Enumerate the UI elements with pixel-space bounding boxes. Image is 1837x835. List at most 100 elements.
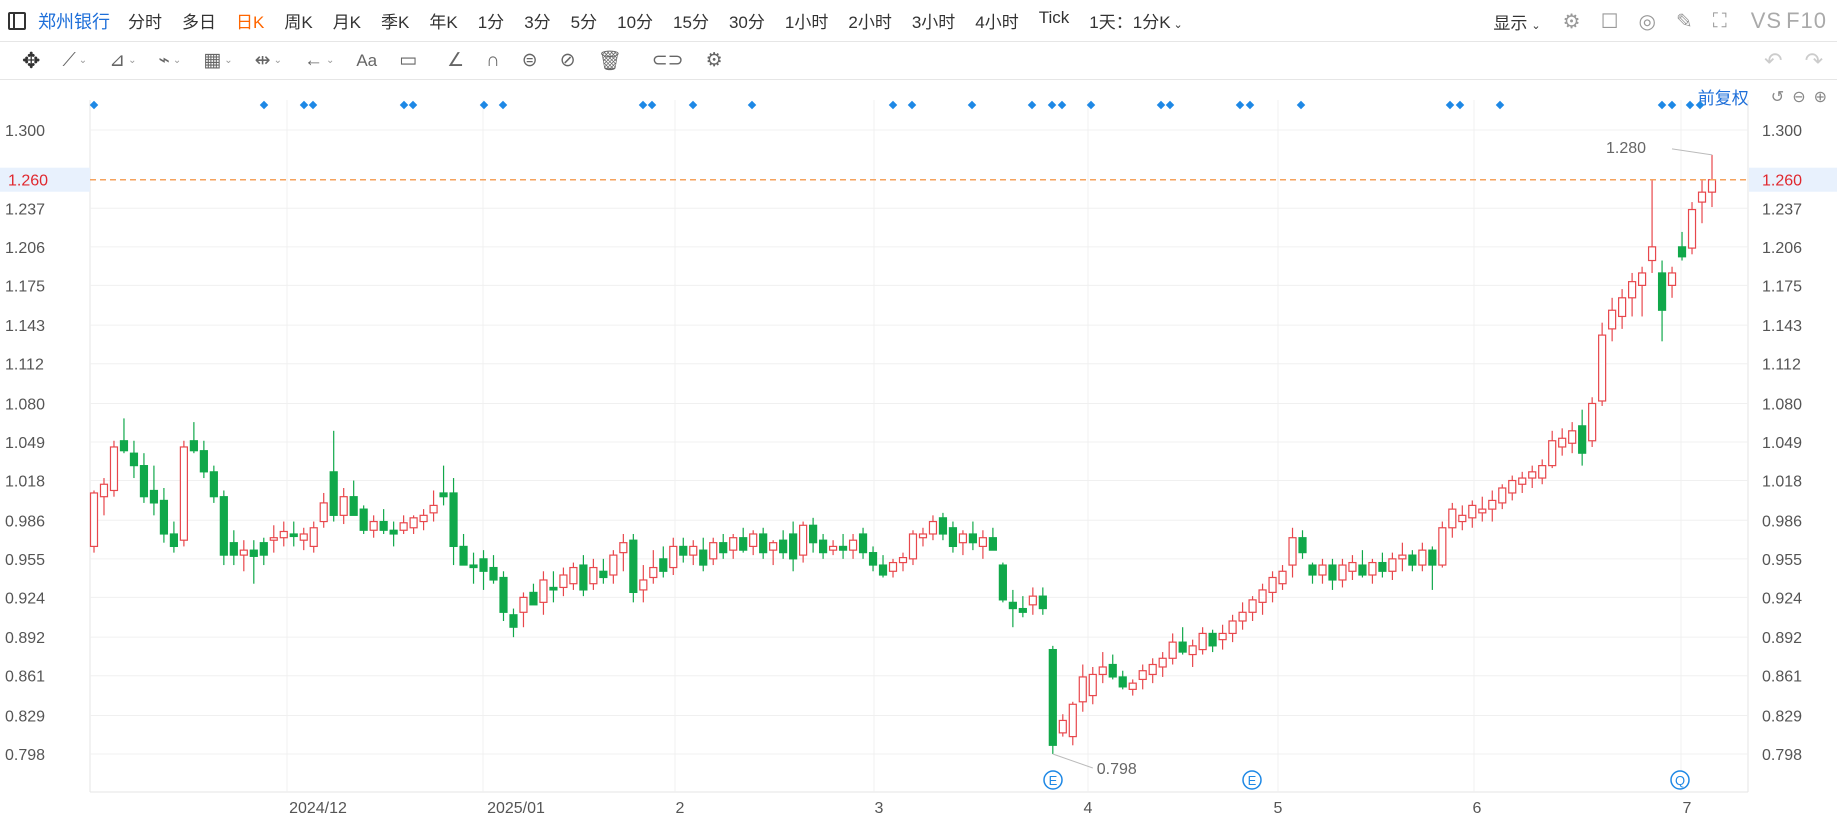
candle-body	[908, 533, 918, 560]
candle-body	[509, 614, 518, 628]
candle-body	[1458, 514, 1467, 523]
period-tab[interactable]: 10分	[617, 13, 654, 32]
candle-body	[229, 542, 238, 556]
period-tab[interactable]: 日K	[236, 13, 265, 32]
move-icon[interactable]: ✥	[22, 47, 41, 73]
text-icon[interactable]: Aa	[356, 50, 378, 70]
candle-body	[559, 574, 568, 589]
candle-body	[1468, 504, 1477, 519]
adjust-mode[interactable]: 前复权	[1697, 89, 1749, 108]
stock-symbol[interactable]: 郑州银行	[38, 11, 110, 32]
period-tab[interactable]: 5分	[570, 13, 598, 32]
candle-body	[1328, 564, 1337, 581]
camera-icon[interactable]: ◎	[1638, 10, 1656, 33]
reset-icon[interactable]: ↺	[1770, 88, 1785, 106]
f10-button[interactable]: F10	[1786, 8, 1827, 33]
event-diamond-marker	[1235, 100, 1245, 110]
period-tab[interactable]: 月K	[332, 13, 362, 32]
angle-icon[interactable]: ∠	[447, 50, 465, 71]
candle-body	[639, 579, 648, 591]
candle-body	[1118, 676, 1127, 688]
layout-icon[interactable]: ☐	[1600, 10, 1619, 33]
period-tab[interactable]: 1天：1分K ⌄	[1089, 13, 1183, 32]
gear-icon[interactable]: ⚙	[1562, 10, 1581, 33]
candle-body	[409, 517, 418, 529]
candle-body	[329, 471, 338, 516]
candle-body	[1368, 561, 1377, 576]
candle-body	[1398, 554, 1407, 560]
trash-icon[interactable]: 🗑	[597, 50, 622, 72]
period-tab[interactable]: 1分	[477, 13, 505, 32]
zoom-in-icon[interactable]: ⊕	[1813, 88, 1827, 106]
sidebar-toggle-icon[interactable]	[8, 11, 26, 30]
candle-body	[699, 549, 708, 566]
candle-body	[818, 539, 828, 554]
magnet-icon[interactable]: ∩	[486, 49, 500, 71]
candle-body	[1608, 309, 1617, 330]
pencil-icon[interactable]: ✎	[1675, 10, 1693, 33]
candle-body	[1428, 549, 1437, 566]
y-tick-label-left: 0.829	[5, 708, 45, 725]
candle-body	[1627, 281, 1637, 299]
period-tab[interactable]: Tick	[1038, 8, 1070, 27]
display-dropdown[interactable]: 显示 ⌄	[1493, 13, 1541, 33]
candle-body	[1168, 641, 1177, 659]
settings-icon[interactable]: ⚙	[705, 50, 723, 71]
link-icon[interactable]: ⊂⊃	[651, 50, 684, 71]
candle-body	[289, 533, 298, 538]
lock-drawing-icon[interactable]: ⊜	[521, 50, 538, 71]
measure-icon[interactable]: ⇹ ⌄	[254, 50, 282, 71]
candle-body	[1038, 595, 1047, 610]
wave-icon[interactable]: ⌁ ⌄	[158, 50, 182, 71]
candle-body	[1478, 508, 1487, 514]
candle-body	[539, 579, 548, 603]
event-diamond-marker	[907, 100, 917, 110]
candle-body	[259, 542, 268, 556]
candle-body	[1598, 334, 1607, 402]
redo-icon[interactable]: ↷	[1804, 48, 1823, 73]
period-tab[interactable]: 3小时	[911, 13, 956, 32]
channel-icon[interactable]: ⊿ ⌄	[109, 50, 137, 71]
period-tab[interactable]: 多日	[182, 13, 216, 32]
event-diamond-marker	[1165, 100, 1175, 110]
chevron-down-icon: ⌄	[1173, 19, 1183, 31]
candle-body	[249, 549, 258, 557]
period-tab[interactable]: 季K	[381, 13, 410, 32]
vs-button[interactable]: VS	[1750, 8, 1783, 33]
period-tab[interactable]: 30分	[728, 13, 765, 32]
candle-body	[439, 492, 448, 498]
period-tab[interactable]: 3分	[524, 13, 551, 32]
arrow-icon[interactable]: ← ⌄	[303, 49, 335, 71]
y-tick-label-left: 1.175	[5, 278, 45, 295]
period-tab[interactable]: 2小时	[848, 13, 892, 32]
period-tab[interactable]: 年K	[429, 13, 458, 32]
current-price-tag-right	[1749, 167, 1837, 192]
candle-body	[239, 549, 248, 556]
trend-line-icon[interactable]: ⟋ ⌄	[62, 49, 88, 71]
zoom-out-icon[interactable]: ⊖	[1792, 88, 1806, 106]
high-annotation-label: 1.280	[1606, 140, 1646, 157]
comment-icon[interactable]: ▭	[399, 50, 418, 71]
candlestick-chart[interactable]: 0.798 0.798 0.829 0.829 0.861 0.861 0.892 0.892…	[0, 100, 1837, 835]
candle-body	[479, 558, 488, 572]
period-tab[interactable]: 分时	[128, 13, 162, 32]
fullscreen-icon[interactable]: ⛶	[1712, 9, 1727, 32]
candle-body	[739, 537, 748, 551]
period-tab[interactable]: 15分	[673, 13, 709, 32]
candle-body	[888, 561, 898, 572]
period-tab[interactable]: 4小时	[975, 13, 1019, 32]
period-tab[interactable]: 1小时	[784, 13, 829, 32]
candle-body	[898, 557, 908, 564]
event-diamond-marker	[647, 100, 657, 110]
undo-icon[interactable]: ↶	[1764, 48, 1783, 73]
candle-body	[1677, 246, 1687, 258]
event-diamond-marker	[408, 100, 418, 110]
candle-body	[1667, 272, 1677, 286]
period-tab[interactable]: 周K	[284, 13, 313, 32]
pattern-icon[interactable]: ▦ ⌄	[203, 50, 233, 71]
candle-body	[958, 533, 968, 544]
hide-icon[interactable]: ⊘	[559, 50, 576, 71]
event-diamond-marker	[1495, 100, 1505, 110]
event-diamond-marker	[1685, 100, 1695, 110]
candle-body	[589, 566, 598, 585]
